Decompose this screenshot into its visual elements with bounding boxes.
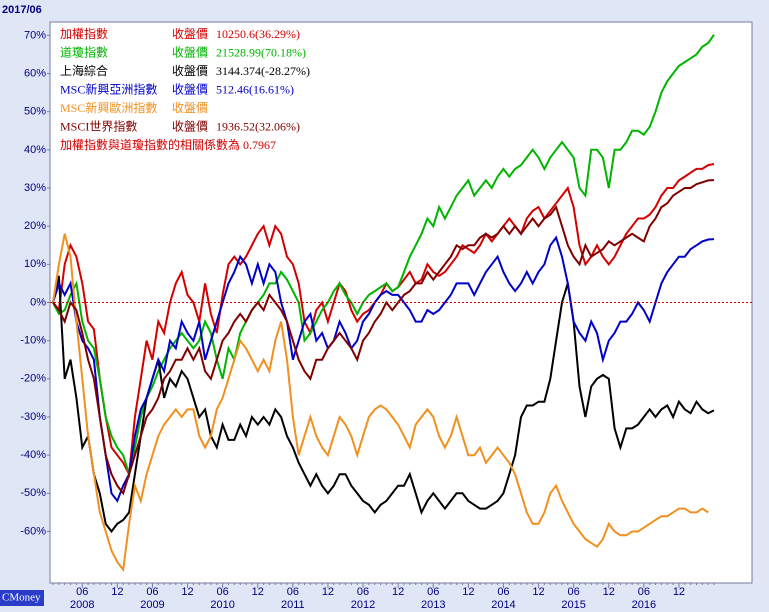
x-tick-label: 06 <box>287 586 299 598</box>
legend-close-label: 收盤價 <box>172 119 208 133</box>
series-line <box>52 235 715 503</box>
x-tick-label: 06 <box>427 586 439 598</box>
y-tick-label: 30% <box>24 182 46 194</box>
y-tick-label: 50% <box>24 106 46 118</box>
y-tick-label: -60% <box>20 525 46 537</box>
y-tick-label: -10% <box>20 335 46 347</box>
legend-name: MSCI世界指數 <box>60 118 137 133</box>
x-tick-label: 06 <box>638 586 650 598</box>
x-tick-label: 12 <box>673 586 685 598</box>
series-line <box>52 163 715 478</box>
x-tick-label: 06 <box>217 586 229 598</box>
legend-close: 21528.99(70.18%) <box>216 45 306 59</box>
y-tick-label: 20% <box>24 220 46 232</box>
legend-box <box>55 25 310 155</box>
x-tick-label: 12 <box>603 586 615 598</box>
y-tick-label: 40% <box>24 144 46 156</box>
series-line <box>52 275 715 534</box>
y-tick-label: 10% <box>24 258 46 270</box>
x-group-label: 2014 <box>491 599 515 611</box>
legend: 加權指數 收盤價 10250.6(36.29%)道瓊指數 收盤價 21528.99(70… <box>55 25 310 155</box>
source-badge <box>0 590 44 606</box>
legend-close-label: 收盤價 <box>172 27 208 41</box>
legend-name: 道瓊指數 <box>60 44 108 59</box>
series-line <box>52 233 709 573</box>
x-tick-label: 06 <box>76 586 88 598</box>
y-tick-label: -40% <box>20 449 46 461</box>
x-tick-label: 12 <box>532 586 544 598</box>
legend-close-label: 收盤價 <box>172 45 208 59</box>
date-label: 2017/06 <box>2 4 42 16</box>
x-group-label: 2016 <box>632 599 656 611</box>
legend-close: 1936.52(32.06%) <box>216 119 300 133</box>
legend-close: 3144.374(-28.27%) <box>216 64 310 78</box>
source: CMoney <box>2 592 41 604</box>
legend-close-label: 收盤價 <box>172 82 208 96</box>
x-group-label: 2015 <box>561 599 585 611</box>
x-tick-label: 06 <box>357 586 369 598</box>
series-line <box>52 34 715 479</box>
x-tick-label: 12 <box>392 586 404 598</box>
legend-close-label: 收盤價 <box>172 101 208 115</box>
legend-name: 加權指數 <box>60 26 108 41</box>
x-group-label: 2013 <box>421 599 445 611</box>
x-tick-label: 06 <box>146 586 158 598</box>
x-tick-label: 12 <box>111 586 123 598</box>
x-tick-label: 06 <box>497 586 509 598</box>
legend-name: MSC新興亞洲指數 <box>60 81 157 96</box>
y-tick-label: -20% <box>20 373 46 385</box>
x-group-label: 2009 <box>140 599 164 611</box>
legend-close: 10250.6(36.29%) <box>216 27 300 41</box>
x-tick-label: 12 <box>252 586 264 598</box>
x-group-label: 2010 <box>210 599 234 611</box>
y-tick-label: 0% <box>30 296 46 308</box>
y-tick-label: 70% <box>24 29 46 41</box>
series-line <box>52 179 715 496</box>
x-tick-label: 12 <box>462 586 474 598</box>
y-tick-label: -50% <box>20 487 46 499</box>
lines <box>52 34 715 573</box>
x-group-label: 2012 <box>351 599 375 611</box>
x-tick-label: 06 <box>568 586 580 598</box>
legend-close: 512.46(16.61%) <box>216 82 294 96</box>
legend-name: 上海綜合 <box>60 63 108 78</box>
legend-close-label: 收盤價 <box>172 64 208 78</box>
y-tick-label: 60% <box>24 67 46 79</box>
x-group-label: 2008 <box>70 599 94 611</box>
legend-name: MSC新興歐洲指數 <box>60 100 157 115</box>
y-tick-label: -30% <box>20 411 46 423</box>
x-group-label: 2011 <box>281 599 305 611</box>
x-tick-label: 12 <box>322 586 334 598</box>
legend-note: 加權指數與道瓊指數的相關係數為 0.7967 <box>60 137 276 152</box>
x-tick-label: 12 <box>181 586 193 598</box>
